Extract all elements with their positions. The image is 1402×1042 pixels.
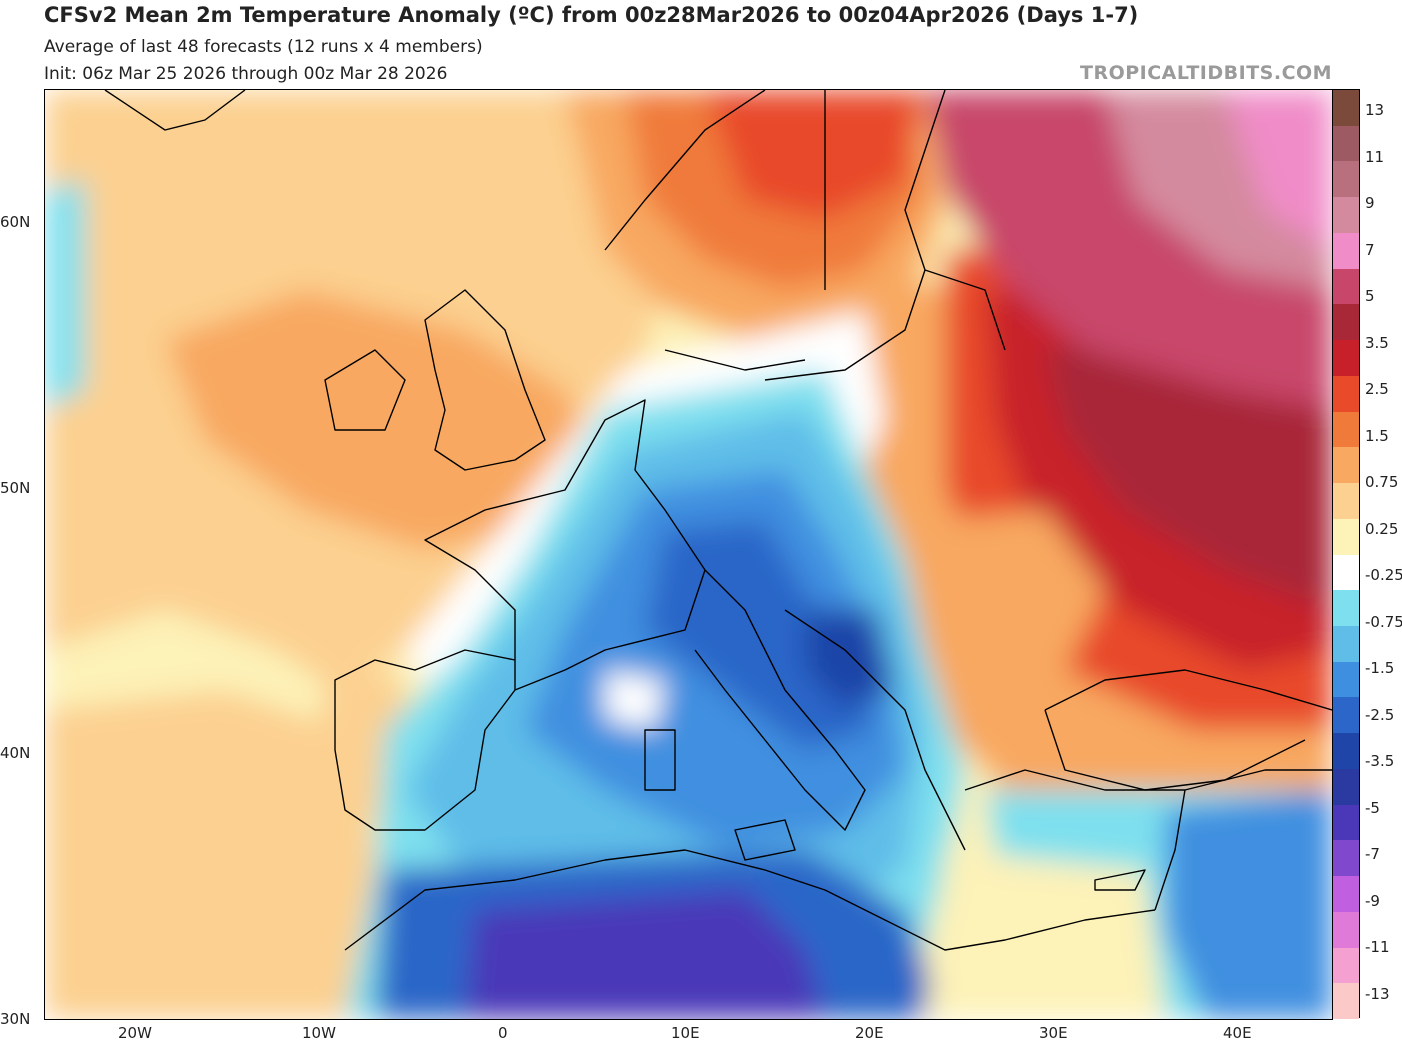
colorbar-label: -1.5 — [1365, 659, 1395, 677]
anom-ne-light — [1225, 90, 1332, 250]
coast-levant — [1154, 789, 1186, 911]
colorbar-label: -7 — [1365, 845, 1380, 863]
coast-north-africa — [344, 849, 1156, 951]
init-range: Init: 06z Mar 25 2026 through 00z Mar 28… — [44, 64, 448, 84]
colorbar-label: -0.25 — [1365, 566, 1402, 584]
anomaly-map — [44, 89, 1333, 1020]
map-title: CFSv2 Mean 2m Temperature Anomaly (ºC) f… — [44, 3, 1139, 27]
colorbar-swatch — [1333, 768, 1359, 806]
colorbar-swatch — [1333, 518, 1359, 555]
colorbar-label: 0.75 — [1365, 473, 1399, 491]
colorbar-swatch — [1333, 804, 1359, 841]
colorbar-swatch — [1333, 733, 1359, 770]
coastlines — [104, 90, 1332, 951]
coast-greenland — [104, 90, 246, 131]
anom-levant-cold — [1165, 790, 1332, 1019]
colorbar-swatch — [1333, 840, 1359, 877]
colorbar-label: -2.5 — [1365, 705, 1395, 724]
colorbar-swatch — [1333, 447, 1359, 484]
colorbar-label: -0.75 — [1365, 612, 1402, 631]
colorbar-label: 5 — [1365, 287, 1375, 305]
coast-baltic — [764, 90, 1006, 381]
coast-france — [424, 399, 706, 691]
colorbar-label: 3.5 — [1365, 333, 1389, 352]
colorbar-swatch — [1333, 697, 1359, 734]
colorbar-swatch — [1333, 876, 1359, 913]
lon-label-0: 0 — [498, 1024, 508, 1042]
colorbar-swatch — [1333, 411, 1359, 448]
anom-warm-west-core — [165, 290, 605, 550]
colorbar-label: 2.5 — [1365, 380, 1389, 398]
anom-sahara-purple — [465, 890, 825, 1019]
lon-label-40e: 40E — [1223, 1024, 1252, 1042]
colorbar — [1332, 89, 1360, 1020]
anom-cold-core — [805, 610, 895, 710]
coast-britain — [424, 289, 546, 471]
colorbar-swatch — [1333, 232, 1359, 270]
colorbar-swatch — [1333, 625, 1359, 663]
colorbar-label: -9 — [1365, 891, 1380, 910]
anom-egypt-warm — [925, 850, 1165, 1019]
lon-label-10e: 10E — [671, 1024, 700, 1042]
anom-warm-south — [45, 690, 375, 1019]
colorbar-swatch — [1333, 947, 1359, 984]
lon-label-30e: 30E — [1039, 1024, 1068, 1042]
colorbar-swatch — [1333, 483, 1359, 520]
colorbar-label: -11 — [1365, 938, 1390, 956]
map-subtitle: Average of last 48 forecasts (12 runs x … — [44, 37, 483, 57]
anom-iberia — [315, 670, 415, 840]
colorbar-swatch — [1333, 161, 1359, 198]
lat-label-30n: 30N — [0, 1010, 31, 1028]
colorbar-swatch — [1333, 125, 1359, 162]
lat-label-40n: 40N — [0, 744, 31, 762]
colorbar-swatch — [1333, 340, 1359, 377]
anom-corsica-white — [605, 670, 665, 730]
coast-sicily — [734, 819, 796, 861]
anom-atlantic-cool — [45, 180, 85, 410]
colorbar-label: -3.5 — [1365, 752, 1395, 770]
coast-ireland — [324, 349, 406, 431]
brand-watermark: TROPICALTIDBITS.COM — [1080, 62, 1333, 84]
coast-scandinavia — [604, 90, 826, 371]
colorbar-label: -13 — [1365, 984, 1390, 1003]
colorbar-label: 1.5 — [1365, 426, 1389, 445]
colorbar-swatch — [1333, 197, 1359, 234]
colorbar-label: 11 — [1365, 147, 1385, 166]
colorbar-label: 7 — [1365, 240, 1375, 259]
colorbar-swatch — [1333, 661, 1359, 698]
colorbar-swatch — [1333, 911, 1359, 949]
colorbar-label: 0.25 — [1365, 519, 1399, 538]
lon-label-20w: 20W — [118, 1024, 152, 1042]
colorbar-swatch — [1333, 375, 1359, 413]
coast-sardinia — [644, 729, 676, 791]
coast-cyprus — [1094, 869, 1146, 891]
coast-italy — [694, 569, 866, 831]
colorbar-label: 9 — [1365, 194, 1375, 212]
lon-label-10w: 10W — [302, 1024, 336, 1042]
colorbar-swatch — [1333, 90, 1359, 127]
colorbar-swatch — [1333, 304, 1359, 341]
colorbar-swatch — [1333, 268, 1359, 305]
lat-label-60n: 60N — [0, 213, 31, 231]
colorbar-swatch — [1333, 983, 1359, 1020]
coast-iberia — [334, 649, 516, 831]
lat-label-50n: 50N — [0, 479, 31, 497]
colorbar-swatch — [1333, 554, 1359, 591]
lon-label-20e: 20E — [855, 1024, 884, 1042]
colorbar-label: -5 — [1365, 798, 1380, 817]
colorbar-label: 13 — [1365, 101, 1385, 119]
coast-turkey — [964, 769, 1332, 791]
anom-scandi-hot — [705, 90, 925, 220]
colorbar-swatch — [1333, 590, 1359, 627]
coast-balkans — [784, 609, 966, 851]
